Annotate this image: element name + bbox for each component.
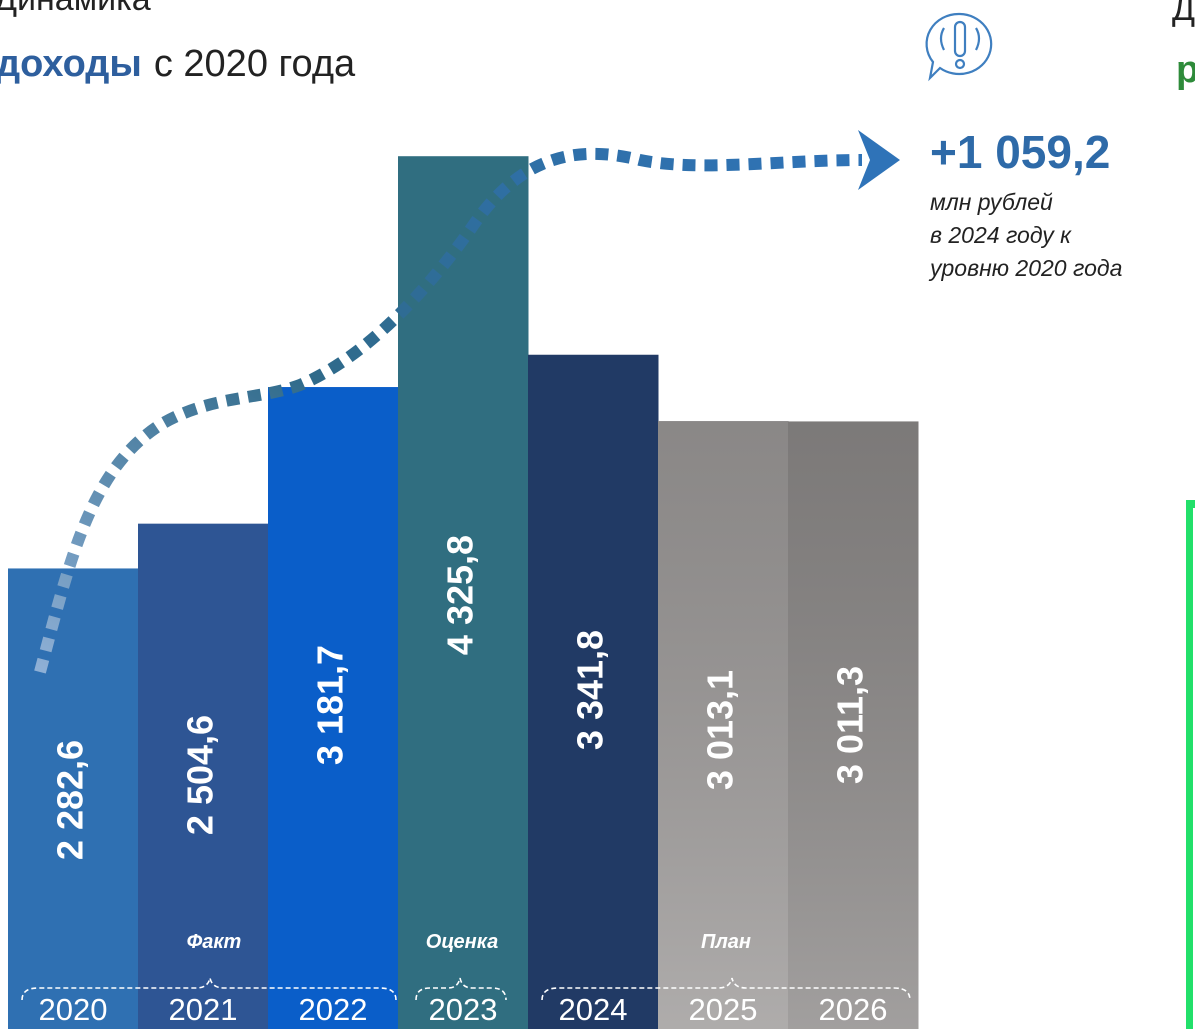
annotation-line: млн рублей xyxy=(930,189,1053,215)
value-label: 3 013,1 xyxy=(700,670,741,790)
value-label: 3 341,8 xyxy=(570,630,611,750)
right-heading: р xyxy=(1176,49,1195,91)
group-label: План xyxy=(701,931,751,953)
value-label: 3 181,7 xyxy=(310,645,351,765)
bars: 2 282,6 2020 2 504,6 2021 3 181,7 2022 4 325,8… xyxy=(8,156,919,1029)
bar xyxy=(8,568,139,1029)
bar-shade xyxy=(788,421,919,1029)
value-label: 2 504,6 xyxy=(180,715,221,835)
title: доходы с 2020 года xyxy=(0,43,356,85)
bar xyxy=(268,387,399,1029)
side-panel-inner xyxy=(1193,508,1195,1029)
group-labels: Факт Оценка План xyxy=(187,931,751,953)
bar-shade xyxy=(658,421,789,1029)
bar xyxy=(138,523,269,1029)
x-tick-label: 2020 xyxy=(39,992,108,1027)
annotation-line: уровню 2020 года xyxy=(928,255,1122,281)
x-tick-label: 2024 xyxy=(559,992,628,1027)
value-label: 2 282,6 xyxy=(50,740,91,860)
bar xyxy=(528,354,659,1029)
x-tick-label: 2021 xyxy=(169,992,238,1027)
alert-icon xyxy=(925,12,993,82)
x-tick-label: 2022 xyxy=(299,992,368,1027)
title-line: Динамика xyxy=(0,0,151,18)
title-highlight: доходы xyxy=(0,43,142,85)
x-tick-label: 2025 xyxy=(689,992,758,1027)
group-label: Оценка xyxy=(426,931,498,953)
right-heading: Д xyxy=(1172,0,1195,28)
side-panel xyxy=(1186,500,1195,1029)
value-label: 3 011,3 xyxy=(830,666,871,784)
group-braces xyxy=(21,977,911,1001)
annotation-value: +1 059,2 xyxy=(930,126,1110,178)
annotation-text: млн рублей в 2024 году к уровню 2020 год… xyxy=(928,189,1122,281)
x-tick-label: 2023 xyxy=(429,992,498,1027)
x-tick-label: 2026 xyxy=(819,992,888,1027)
annotation-line: в 2024 году к xyxy=(930,222,1072,248)
arrow-head xyxy=(858,130,900,190)
value-label: 4 325,8 xyxy=(440,535,481,655)
group-label: Факт xyxy=(187,931,242,953)
bar xyxy=(398,156,529,1029)
title-rest: с 2020 года xyxy=(154,43,356,85)
trend-arrow xyxy=(34,147,863,674)
